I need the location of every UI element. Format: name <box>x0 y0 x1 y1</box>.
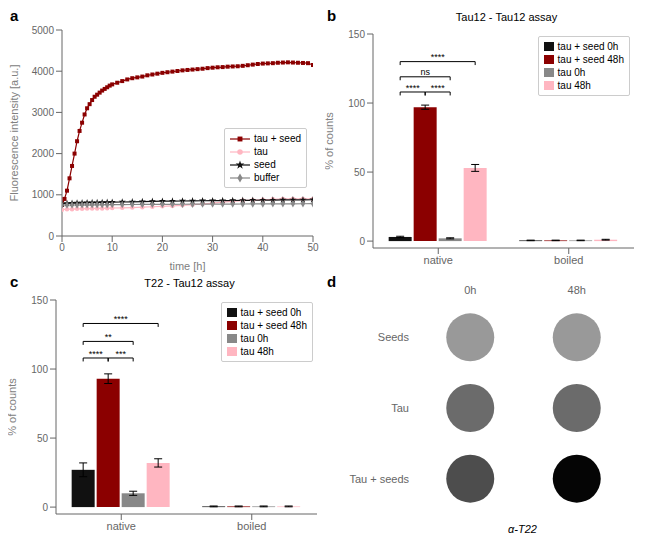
svg-text:30: 30 <box>207 242 219 253</box>
html-text:buffer: buffer <box>254 172 280 183</box>
svg-text:4000: 4000 <box>32 66 55 77</box>
svg-text:100: 100 <box>348 98 365 109</box>
html-text:tau 0h: tau 0h <box>557 67 586 78</box>
svg-text:48h: 48h <box>568 284 586 296</box>
svg-text:3000: 3000 <box>32 107 55 118</box>
svg-text:native: native <box>107 520 136 532</box>
svg-text:20: 20 <box>157 242 169 253</box>
html-text:tau + seed 0h: tau + seed 0h <box>240 307 302 318</box>
svg-text:% of counts: % of counts <box>325 112 335 170</box>
svg-text:0: 0 <box>48 231 54 242</box>
html-text:tau: tau <box>254 146 268 157</box>
svg-text:50: 50 <box>354 167 366 178</box>
html-text:Tau12 - Tau12 assay: Tau12 - Tau12 assay <box>455 11 558 23</box>
svg-text:50: 50 <box>307 242 319 253</box>
svg-text:ns: ns <box>420 67 430 77</box>
svg-text:Fluorescence intensity [a.u.]: Fluorescence intensity [a.u.] <box>8 65 20 202</box>
svg-text:boiled: boiled <box>554 254 583 266</box>
svg-text:0: 0 <box>42 502 48 513</box>
html-text:tau 48h: tau 48h <box>240 346 274 357</box>
html-text:seed: seed <box>254 159 276 170</box>
svg-text:50: 50 <box>37 433 49 444</box>
html-text:tau 0h: tau 0h <box>240 333 269 344</box>
svg-text:5000: 5000 <box>32 25 55 36</box>
svg-text:10: 10 <box>107 242 119 253</box>
html-text:tau + seed 0h: tau + seed 0h <box>557 41 619 52</box>
html-text:tau + seed 48h: tau + seed 48h <box>557 54 624 65</box>
svg-text:0: 0 <box>59 242 65 253</box>
svg-text:150: 150 <box>31 295 48 306</box>
svg-text:% of counts: % of counts <box>8 378 18 436</box>
html-text:tau + seed: tau + seed <box>254 133 301 144</box>
svg-text:150: 150 <box>348 29 365 40</box>
svg-text:2000: 2000 <box>32 148 55 159</box>
svg-text:****: **** <box>89 349 104 359</box>
html-text:tau + seed 48h: tau + seed 48h <box>240 320 307 331</box>
svg-text:****: **** <box>431 52 446 62</box>
svg-text:0h: 0h <box>464 284 476 296</box>
svg-text:****: **** <box>431 83 446 93</box>
svg-text:40: 40 <box>257 242 269 253</box>
svg-text:1000: 1000 <box>32 189 55 200</box>
svg-text:boiled: boiled <box>237 520 266 532</box>
html-text:tau 48h: tau 48h <box>557 80 591 91</box>
html-text:a: a <box>10 7 19 24</box>
svg-text:time [h]: time [h] <box>169 260 205 272</box>
svg-text:native: native <box>424 254 453 266</box>
svg-text:0: 0 <box>359 236 365 247</box>
html-text:c: c <box>10 273 19 290</box>
svg-text:Tau + seeds: Tau + seeds <box>349 473 409 485</box>
svg-text:****: **** <box>114 314 129 324</box>
html-text:T22 - Tau12 assay: T22 - Tau12 assay <box>144 277 235 289</box>
svg-text:Seeds: Seeds <box>378 331 410 343</box>
html-text:d: d <box>327 273 337 290</box>
svg-text:***: *** <box>115 349 126 359</box>
svg-text:Tau: Tau <box>391 402 409 414</box>
svg-text:**: ** <box>105 332 113 342</box>
html-text:α-T22: α-T22 <box>508 523 537 535</box>
html-text:b: b <box>327 7 337 24</box>
svg-text:100: 100 <box>31 364 48 375</box>
svg-text:****: **** <box>406 83 421 93</box>
